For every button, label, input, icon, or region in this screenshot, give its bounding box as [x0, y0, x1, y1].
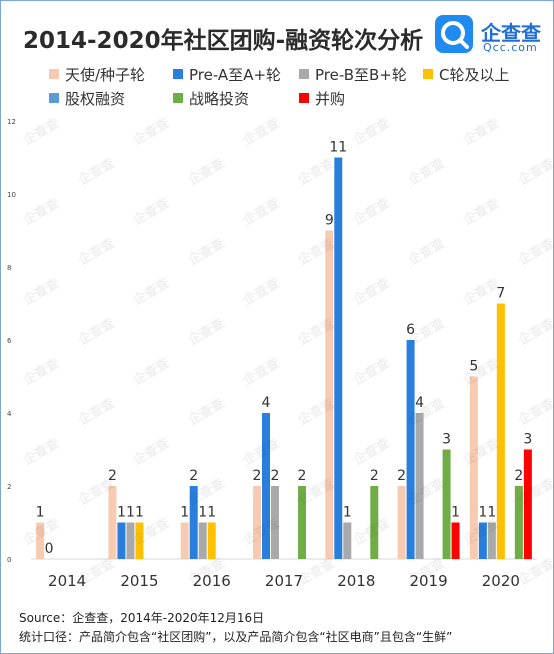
legend-swatch — [173, 69, 183, 79]
data-label: 2 — [108, 468, 117, 484]
data-label: 3 — [442, 432, 451, 448]
brand-logo: 企查查 Qcc.com — [435, 15, 545, 55]
data-label: 1 — [487, 505, 496, 521]
bar — [469, 376, 478, 559]
data-label: 1 — [180, 505, 189, 521]
bar — [397, 486, 406, 559]
data-label: 9 — [325, 213, 334, 229]
x-tick-label: 2014 — [48, 572, 86, 590]
legend-label: C轮及以上 — [439, 66, 510, 84]
data-label: 0 — [45, 541, 54, 557]
bar — [126, 522, 135, 559]
x-tick-label: 2016 — [193, 572, 231, 590]
bar — [496, 303, 505, 559]
legend-swatch — [49, 93, 59, 103]
bar — [253, 486, 261, 559]
data-label: 1 — [478, 505, 487, 521]
bar — [334, 157, 343, 559]
legend-swatch — [49, 69, 59, 79]
data-label: 1 — [117, 505, 126, 521]
logo-name: 企查查 — [481, 21, 541, 45]
data-label: 1 — [198, 505, 207, 521]
y-tick-label: 8 — [7, 264, 11, 272]
bar — [343, 522, 352, 559]
data-label: 2 — [271, 468, 280, 484]
data-label: 6 — [406, 322, 415, 338]
legend-label: 股权融资 — [65, 90, 126, 108]
y-tick-label: 6 — [7, 337, 12, 345]
bar — [189, 486, 198, 559]
bar — [180, 522, 189, 559]
x-tick-label: 2019 — [409, 572, 447, 590]
data-label: 2 — [397, 468, 406, 484]
data-label: 7 — [496, 286, 505, 302]
x-tick-label: 2015 — [120, 572, 158, 590]
legend-label: Pre-B至B+轮 — [315, 66, 407, 84]
data-label: 4 — [262, 395, 271, 411]
bar — [487, 522, 496, 559]
data-label: 2 — [298, 468, 307, 484]
y-tick-label: 2 — [7, 483, 11, 491]
data-label: 1 — [126, 505, 135, 521]
bar — [262, 413, 270, 559]
criteria-note: 统计口径：产品简介包含“社区团购”，以及产品简介包含“社区电商”且包含“生鲜” — [19, 630, 453, 644]
y-tick-label: 12 — [7, 118, 16, 126]
data-label: 2 — [253, 468, 262, 484]
bar — [325, 230, 334, 559]
data-label: 5 — [469, 359, 478, 375]
data-label: 1 — [343, 505, 352, 521]
bar — [108, 486, 117, 559]
data-label: 2 — [370, 468, 379, 484]
y-tick-label: 10 — [7, 191, 16, 199]
data-label: 1 — [207, 505, 216, 521]
data-label: 4 — [415, 395, 424, 411]
bar — [514, 486, 523, 559]
bar — [198, 522, 207, 559]
x-tick-label: 2018 — [337, 572, 375, 590]
data-label: 3 — [523, 432, 532, 448]
bar — [478, 522, 487, 559]
y-tick-label: 0 — [7, 556, 11, 564]
data-label: 2 — [189, 468, 198, 484]
bar — [207, 522, 216, 559]
bar — [523, 449, 532, 559]
legend-label: 天使/种子轮 — [65, 66, 146, 84]
bar — [451, 522, 460, 559]
bar — [406, 340, 415, 559]
y-tick-label: 4 — [7, 410, 12, 418]
legend-swatch — [299, 93, 309, 103]
logo-subtitle: Qcc.com — [483, 41, 538, 54]
bar — [271, 486, 279, 559]
legend-swatch — [299, 69, 309, 79]
legend-label: 并购 — [315, 90, 346, 108]
legend-swatch — [423, 69, 433, 79]
chart-title: 2014-2020年社区团购-融资轮次分析 — [23, 28, 424, 54]
bar — [370, 486, 379, 559]
x-tick-label: 2020 — [482, 572, 520, 590]
data-label: 1 — [451, 505, 460, 521]
bar — [135, 522, 144, 559]
data-label: 2 — [514, 468, 523, 484]
x-tick-label: 2017 — [265, 572, 303, 590]
bar — [415, 413, 424, 559]
logo-mark-icon — [435, 15, 473, 53]
legend-swatch — [173, 93, 183, 103]
bar — [298, 486, 306, 559]
legend-label: 战略投资 — [189, 90, 250, 108]
data-label: 11 — [329, 140, 347, 156]
source-note: Source：企查查，2014年-2020年12月16日 — [19, 611, 265, 625]
bar — [117, 522, 126, 559]
legend-label: Pre-A至A+轮 — [189, 66, 282, 84]
data-label: 1 — [36, 505, 45, 521]
bar — [442, 449, 451, 559]
bar — [36, 522, 45, 559]
data-label: 1 — [135, 505, 144, 521]
